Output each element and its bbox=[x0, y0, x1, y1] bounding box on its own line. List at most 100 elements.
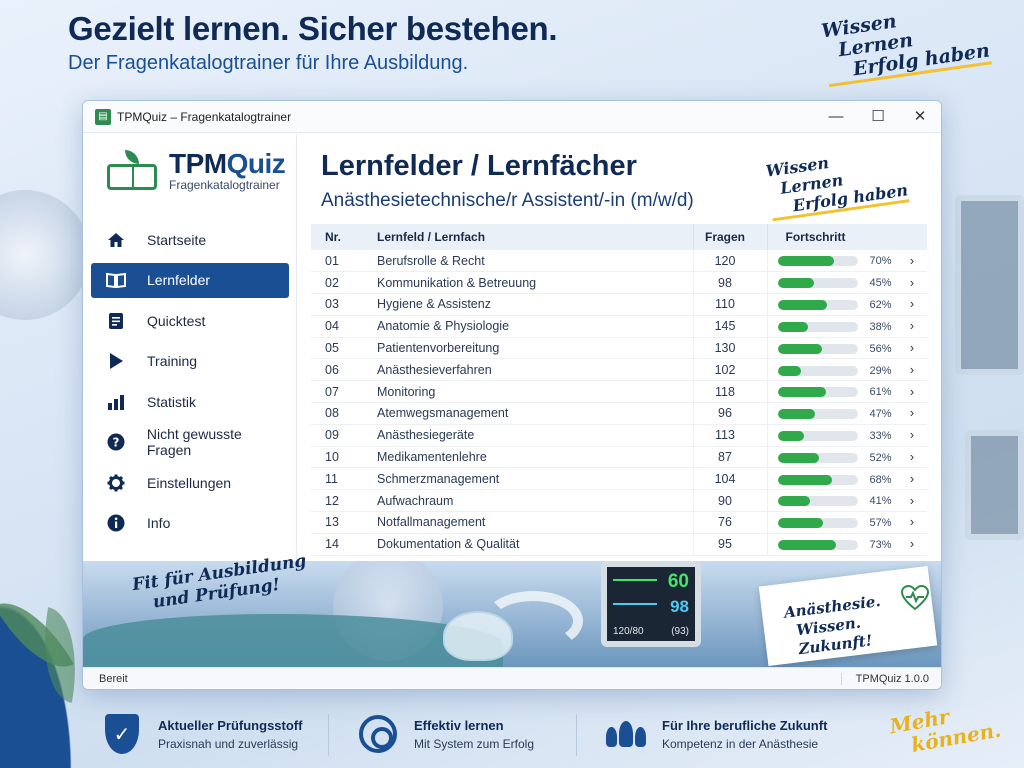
progress-percent: 52% bbox=[869, 451, 892, 464]
table-row[interactable]: 14 Dokumentation & Qualität 95 73% › bbox=[311, 533, 927, 556]
row-nr: 03 bbox=[311, 293, 363, 316]
row-nr: 07 bbox=[311, 380, 363, 404]
chevron-right-icon[interactable]: › bbox=[897, 424, 927, 447]
table-row[interactable]: 03 Hygiene & Assistenz 110 62% › bbox=[311, 293, 927, 316]
progress-bar bbox=[777, 539, 858, 550]
row-progress: 41% bbox=[767, 489, 897, 513]
logo-subtitle: Fragenkatalogtrainer bbox=[169, 178, 280, 192]
background-lamp-left bbox=[0, 190, 90, 320]
window-title: TPMQuiz – Fragenkatalogtrainer bbox=[117, 109, 292, 124]
nav-label: Quicktest bbox=[147, 312, 206, 329]
table-row[interactable]: 01 Berufsrolle & Recht 120 70% › bbox=[311, 250, 927, 273]
progress-percent: 62% bbox=[869, 299, 892, 312]
row-progress: 57% bbox=[767, 511, 897, 534]
table-row[interactable]: 09 Anästhesiegeräte 113 33% › bbox=[311, 424, 927, 447]
heartbeat-icon bbox=[900, 584, 930, 611]
chevron-right-icon[interactable]: › bbox=[897, 402, 927, 425]
progress-fill bbox=[777, 518, 824, 529]
chevron-right-icon[interactable]: › bbox=[897, 293, 927, 316]
chevron-right-icon[interactable]: › bbox=[897, 315, 927, 338]
headline: Gezielt lernen. Sicher bestehen. Der Fra… bbox=[68, 10, 558, 75]
row-lernfeld: Anästhesieverfahren bbox=[363, 358, 693, 382]
row-lernfeld: Anästhesiegeräte bbox=[363, 424, 693, 447]
page-subtitle: Anästhesietechnische/r Assistent/-in (m/… bbox=[321, 190, 694, 211]
row-progress: 62% bbox=[767, 293, 897, 316]
page-title: Lernfelder / Lernfächer bbox=[321, 150, 637, 182]
row-nr: 12 bbox=[311, 489, 363, 513]
patient-drape-illustration bbox=[83, 614, 503, 669]
status-bar: Bereit TPMQuiz 1.0.0 bbox=[83, 667, 941, 689]
feature-title: Für Ihre berufliche Zukunft bbox=[662, 717, 828, 733]
progress-bar bbox=[777, 430, 858, 441]
play-icon bbox=[105, 351, 127, 371]
row-nr: 14 bbox=[311, 533, 363, 556]
table-row[interactable]: 11 Schmerzmanagement 104 68% › bbox=[311, 467, 927, 491]
table-row[interactable]: 02 Kommunikation & Betreuung 98 45% › bbox=[311, 271, 927, 295]
nav-item-einstellungen[interactable]: Einstellungen bbox=[91, 465, 289, 500]
chevron-right-icon[interactable]: › bbox=[897, 489, 927, 513]
progress-percent: 33% bbox=[869, 429, 892, 442]
progress-bar bbox=[777, 387, 858, 398]
column-header-nr: Nr. bbox=[311, 224, 363, 250]
chevron-right-icon[interactable]: › bbox=[897, 467, 927, 491]
chevron-right-icon[interactable]: › bbox=[897, 358, 927, 382]
nav-item-training[interactable]: Training bbox=[91, 344, 289, 379]
feature-berufliche-zukunft: Für Ihre berufliche Zukunft Kompetenz in… bbox=[606, 712, 827, 756]
chevron-right-icon[interactable]: › bbox=[897, 250, 927, 273]
nav-item-quicktest[interactable]: Quicktest bbox=[91, 303, 289, 338]
home-icon bbox=[105, 230, 127, 250]
progress-percent: 57% bbox=[869, 517, 892, 530]
nav-item-statistik[interactable]: Statistik bbox=[91, 384, 289, 419]
table-row[interactable]: 10 Medikamentenlehre 87 52% › bbox=[311, 446, 927, 469]
background-monitor-right bbox=[955, 195, 1024, 375]
progress-percent: 38% bbox=[869, 320, 892, 333]
nav-item-nicht-gewusste-fragen[interactable]: ? Nicht gewusste Fragen bbox=[91, 425, 289, 460]
version-label: TPMQuiz 1.0.0 bbox=[840, 672, 929, 685]
table-row[interactable]: 12 Aufwachraum 90 41% › bbox=[311, 489, 927, 513]
feature-title: Aktueller Prüfungsstoff bbox=[158, 717, 303, 733]
row-nr: 06 bbox=[311, 358, 363, 382]
vital-signs-monitor: 60 98 120/80 (93) bbox=[601, 561, 701, 647]
row-lernfeld: Hygiene & Assistenz bbox=[363, 293, 693, 316]
row-fragen: 102 bbox=[692, 358, 768, 382]
table-row[interactable]: 05 Patientenvorbereitung 130 56% › bbox=[311, 337, 927, 360]
progress-fill bbox=[777, 539, 836, 550]
row-progress: 61% bbox=[767, 380, 897, 404]
progress-percent: 70% bbox=[869, 255, 892, 268]
row-progress: 70% bbox=[767, 250, 897, 273]
chevron-right-icon[interactable]: › bbox=[897, 511, 927, 534]
chevron-right-icon[interactable]: › bbox=[897, 271, 927, 295]
nav-item-startseite[interactable]: Startseite bbox=[91, 222, 289, 257]
chevron-right-icon[interactable]: › bbox=[897, 380, 927, 404]
status-text: Bereit bbox=[99, 672, 128, 685]
nav-item-info[interactable]: Info bbox=[91, 506, 289, 541]
progress-fill bbox=[777, 256, 834, 267]
table-row[interactable]: 07 Monitoring 118 61% › bbox=[311, 380, 927, 404]
table-row[interactable]: 13 Notfallmanagement 76 57% › bbox=[311, 511, 927, 534]
nav-label: Statistik bbox=[147, 393, 197, 410]
row-fragen: 96 bbox=[692, 402, 768, 425]
table-row[interactable]: 04 Anatomie & Physiologie 145 38% › bbox=[311, 315, 927, 338]
progress-fill bbox=[777, 321, 808, 332]
minimize-icon[interactable]: — bbox=[828, 107, 844, 125]
maximize-icon[interactable]: ☐ bbox=[871, 107, 885, 125]
nav-item-lernfelder[interactable]: Lernfelder bbox=[91, 262, 289, 298]
divider bbox=[576, 714, 577, 756]
progress-bar bbox=[777, 474, 858, 485]
chevron-right-icon[interactable]: › bbox=[897, 446, 927, 469]
row-progress: 68% bbox=[767, 467, 897, 491]
progress-fill bbox=[777, 387, 827, 398]
progress-fill bbox=[777, 278, 814, 289]
table-row[interactable]: 06 Anästhesieverfahren 102 29% › bbox=[311, 358, 927, 382]
row-progress: 33% bbox=[767, 424, 897, 447]
row-lernfeld: Aufwachraum bbox=[363, 489, 693, 513]
monitor-heart-rate: 60 bbox=[667, 571, 689, 592]
gear-icon bbox=[105, 473, 127, 493]
row-progress: 56% bbox=[767, 337, 897, 360]
table-row[interactable]: 08 Atemwegsmanagement 96 47% › bbox=[311, 402, 927, 425]
row-fragen: 95 bbox=[692, 533, 768, 556]
chevron-right-icon[interactable]: › bbox=[897, 533, 927, 556]
close-icon[interactable]: ✕ bbox=[913, 107, 927, 125]
row-progress: 52% bbox=[767, 446, 897, 469]
chevron-right-icon[interactable]: › bbox=[897, 337, 927, 360]
